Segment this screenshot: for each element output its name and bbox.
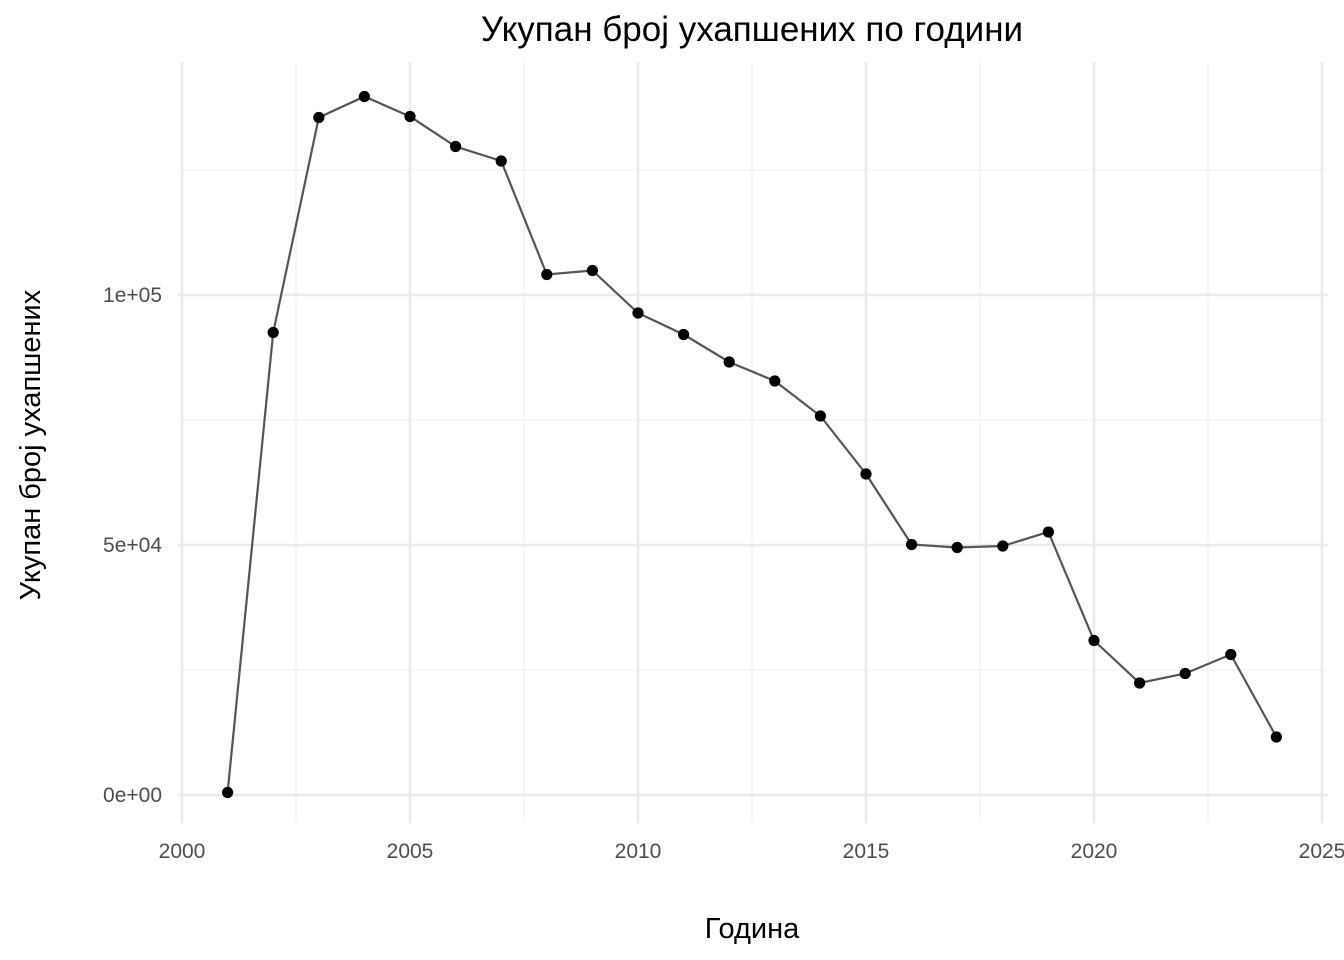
data-point <box>1225 648 1237 661</box>
x-tick-label: 2000 <box>159 840 206 863</box>
series-line <box>226 95 1278 793</box>
data-point <box>951 541 963 554</box>
data-point <box>814 410 827 422</box>
data-point <box>495 155 507 167</box>
data-point <box>906 538 918 551</box>
x-axis-title: Година <box>705 913 800 945</box>
data-point <box>1270 731 1282 743</box>
data-point <box>404 110 416 123</box>
data-point <box>358 90 370 103</box>
data-point <box>586 264 599 277</box>
data-point <box>1134 677 1146 689</box>
data-point <box>541 268 553 281</box>
x-tick-label: 2025 <box>1299 840 1344 863</box>
x-tick-label: 2020 <box>1071 840 1118 863</box>
data-point <box>1088 634 1100 647</box>
data-point <box>313 111 325 124</box>
y-tick-label: 1e+05 <box>103 284 162 307</box>
series <box>222 90 1282 799</box>
chart-title: Укупан број ухапшених по години <box>481 10 1023 49</box>
grid <box>178 62 1328 823</box>
data-point <box>222 786 234 799</box>
x-tick-label: 2010 <box>615 840 662 863</box>
data-point <box>769 375 781 387</box>
data-point <box>678 328 690 341</box>
x-tick-label: 2005 <box>387 840 434 863</box>
y-axis-title: Укупан број ухапшених <box>15 289 47 600</box>
x-tick-label: 2015 <box>843 840 890 863</box>
data-point <box>860 468 872 480</box>
data-point <box>450 140 462 153</box>
y-tick-label: 0e+00 <box>103 784 162 807</box>
data-point <box>632 307 644 319</box>
data-point <box>1179 667 1191 680</box>
y-tick-label: 5e+04 <box>103 534 162 557</box>
data-point <box>723 356 735 368</box>
x-axis-ticks: 2000 2005 2010 2015 2020 2025 <box>159 840 1344 863</box>
data-point <box>1042 526 1054 538</box>
y-axis-ticks: 0e+00 5e+04 1e+05 <box>103 284 162 807</box>
data-point <box>267 326 279 339</box>
data-point <box>997 540 1009 552</box>
